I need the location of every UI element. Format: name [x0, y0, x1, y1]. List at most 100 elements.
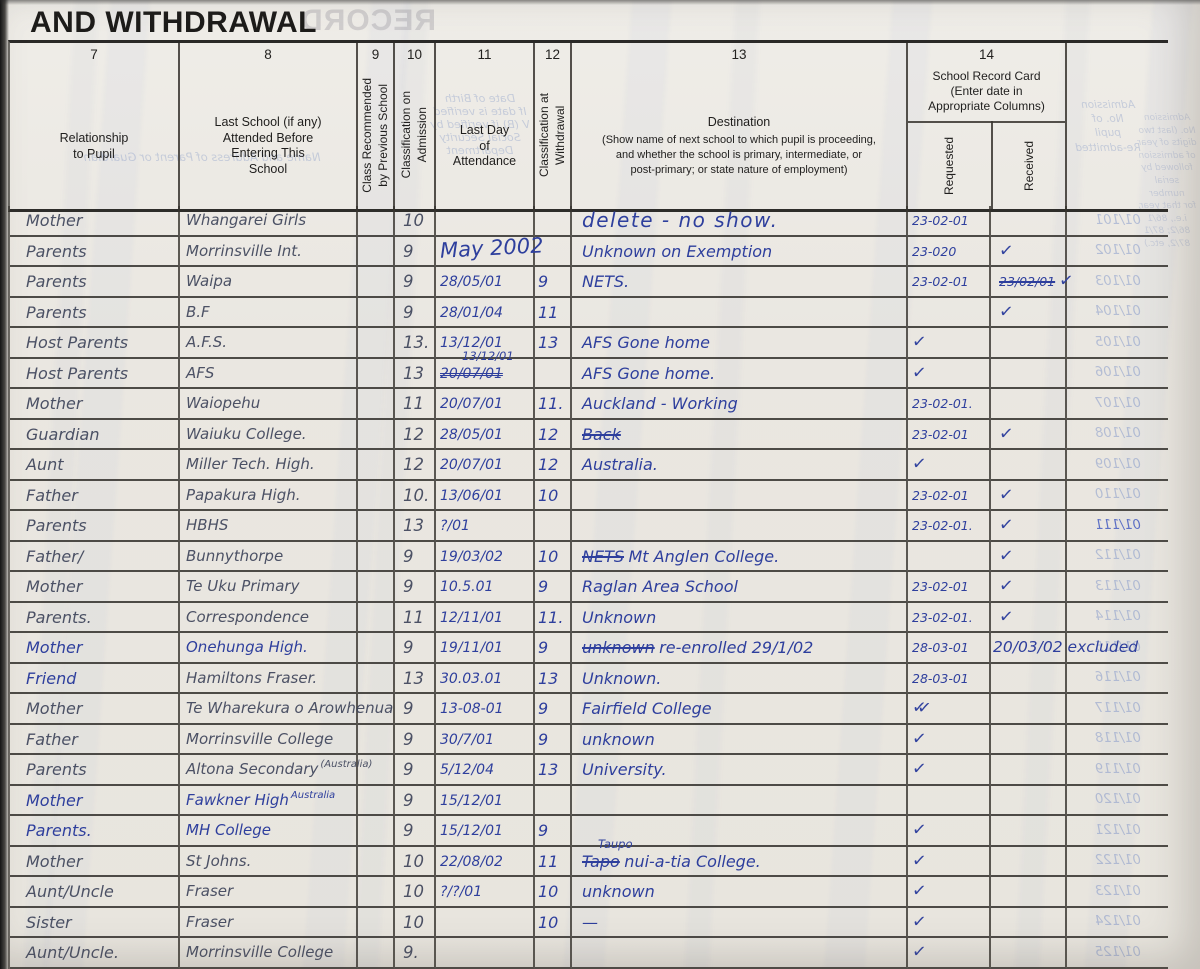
cell-destination: [572, 480, 908, 511]
cell-last-school: St Johns.: [180, 846, 358, 877]
cell-last-day: 13-08-01: [436, 694, 535, 725]
cell-destination: [572, 297, 908, 328]
cell-classification-admission: 9: [395, 297, 436, 328]
cell-class-recommended: [358, 724, 395, 755]
cell-relationship: Parents: [10, 511, 180, 542]
header-col-class-recommended: 9 Class Recommended by Previous School: [358, 43, 395, 209]
cell-record-card-requested: 23-02-01.: [908, 511, 991, 542]
cell-classification-withdrawal: 9: [535, 816, 572, 847]
cell-classification-admission: 10: [395, 907, 436, 938]
cell-record-card-received: 20/03/02 excluded: [991, 633, 1138, 664]
cell-record-card-requested: 23-02-01.: [908, 389, 991, 420]
cell-last-day: 12/11/01: [436, 602, 535, 633]
cell-record-card-received: [991, 846, 1067, 877]
cell-last-day: 30.03.01: [436, 663, 535, 694]
cell-relationship: Mother: [10, 633, 180, 664]
cell-class-recommended: [358, 694, 395, 725]
cell-classification-withdrawal: [535, 511, 572, 542]
cell-relationship: Parents: [10, 267, 180, 298]
cell-classification-withdrawal: 11: [535, 297, 572, 328]
ghost-record-text: RECORD: [300, 4, 437, 37]
cell-relationship: Parents: [10, 236, 180, 267]
cell-classification-withdrawal: 10: [535, 480, 572, 511]
cell-record-card-received: ✓: [991, 602, 1067, 633]
cell-destination: delete - no show.: [572, 206, 908, 237]
cell-record-card-requested: 28-03-01: [908, 663, 991, 694]
cell-relationship: Parents.: [10, 602, 180, 633]
cell-classification-admission: 9: [395, 694, 436, 725]
cell-last-day: 10.5.01: [436, 572, 535, 603]
col-number: 10: [406, 47, 423, 62]
cell-ghost-admission-number: 01/103: [1067, 267, 1168, 298]
cell-record-card-received: ✓: [991, 236, 1067, 267]
cell-ghost-admission-number: 01/108: [1067, 420, 1168, 450]
cell-class-recommended: [358, 511, 395, 542]
cell-last-day: 13/12/01 20/07/01: [436, 350, 535, 389]
cell-last-school: Bunnythorpe: [180, 541, 358, 572]
subcol-label: Requested: [942, 136, 957, 196]
cell-class-recommended: [358, 633, 395, 664]
cell-record-card-requested: 23-02-01: [908, 480, 991, 511]
cell-relationship: Friend: [10, 663, 180, 694]
cell-relationship: Parents: [10, 297, 180, 328]
col-label: Last Day of Attendance: [452, 123, 517, 169]
cell-last-day: [436, 907, 535, 938]
col-number: 9: [371, 47, 380, 62]
cell-classification-admission: 9: [395, 236, 436, 267]
cell-destination: unknown re-enrolled 29/1/02: [572, 633, 908, 664]
cell-relationship: Mother: [10, 389, 180, 420]
cell-last-day: 15/12/01: [436, 816, 535, 847]
cell-record-card-requested: 23-02-01: [908, 572, 991, 603]
cell-destination: AFS Gone home.: [572, 358, 908, 389]
cell-classification-withdrawal: 9: [535, 633, 572, 664]
cell-destination: Taupo Tapo nui-a-tia College.: [572, 838, 908, 877]
cell-classification-admission: 9: [395, 633, 436, 664]
cell-ghost-admission-number: 01/102: [1067, 237, 1168, 267]
cell-class-recommended: [358, 572, 395, 603]
cell-last-school: MH College: [180, 816, 358, 847]
cell-last-school: A.F.S.: [180, 328, 358, 359]
cell-destination: —: [572, 907, 908, 938]
cell-ghost-admission-number: 01/107: [1067, 389, 1168, 420]
cell-class-recommended: [358, 358, 395, 389]
cell-record-card-received: [991, 389, 1067, 420]
cell-classification-admission: 9: [395, 755, 436, 786]
cell-ghost-admission-number: 01/116: [1067, 664, 1168, 694]
cell-record-card-requested: 23-02-01: [908, 267, 991, 298]
cell-destination: AFS Gone home: [572, 328, 908, 359]
cell-classification-admission: 9: [395, 541, 436, 572]
header-col-relationship: 7 Relationship to Pupil: [10, 43, 180, 209]
cell-record-card-received: [991, 907, 1067, 938]
cell-record-card-received: [991, 358, 1067, 389]
cell-classification-withdrawal: 9: [535, 694, 572, 725]
col-label: Last School (if any) Attended Before Ent…: [214, 115, 322, 176]
cell-record-card-requested: [908, 541, 991, 572]
cell-destination: Unknown on Exemption: [572, 236, 908, 267]
cell-last-day: ?/01: [436, 511, 535, 542]
cell-record-card-received: [991, 328, 1067, 359]
col-number: 13: [731, 47, 747, 62]
cell-class-recommended: [358, 602, 395, 633]
header-col-destination: 13 Destination (Show name of next school…: [572, 43, 908, 209]
header-col-last-day: 11 Last Day of Attendance: [436, 43, 535, 209]
cell-relationship: Father: [10, 480, 180, 511]
cell-relationship: Guardian: [10, 419, 180, 450]
cell-classification-admission: 9: [395, 785, 436, 816]
cell-ghost-admission-number: 01/114: [1067, 603, 1168, 633]
cell-destination: Unknown.: [572, 663, 908, 694]
cell-last-day: 15/12/01: [436, 785, 535, 816]
cell-class-recommended: [358, 785, 395, 816]
cell-record-card-requested: ✓: [908, 724, 991, 755]
cell-class-recommended: [358, 907, 395, 938]
cell-relationship: Sister: [10, 907, 180, 938]
cell-last-day: [436, 206, 535, 237]
cell-last-day: 13/12/01: [436, 328, 535, 359]
cell-last-school: Fawkner High Australia: [180, 785, 358, 816]
cell-ghost-admission-number: 01/124: [1067, 908, 1168, 938]
cell-destination: [572, 511, 908, 542]
cell-destination: University.: [572, 755, 908, 786]
cell-class-recommended: [358, 419, 395, 450]
cell-class-recommended: [358, 297, 395, 328]
cell-classification-admission: 9: [395, 724, 436, 755]
